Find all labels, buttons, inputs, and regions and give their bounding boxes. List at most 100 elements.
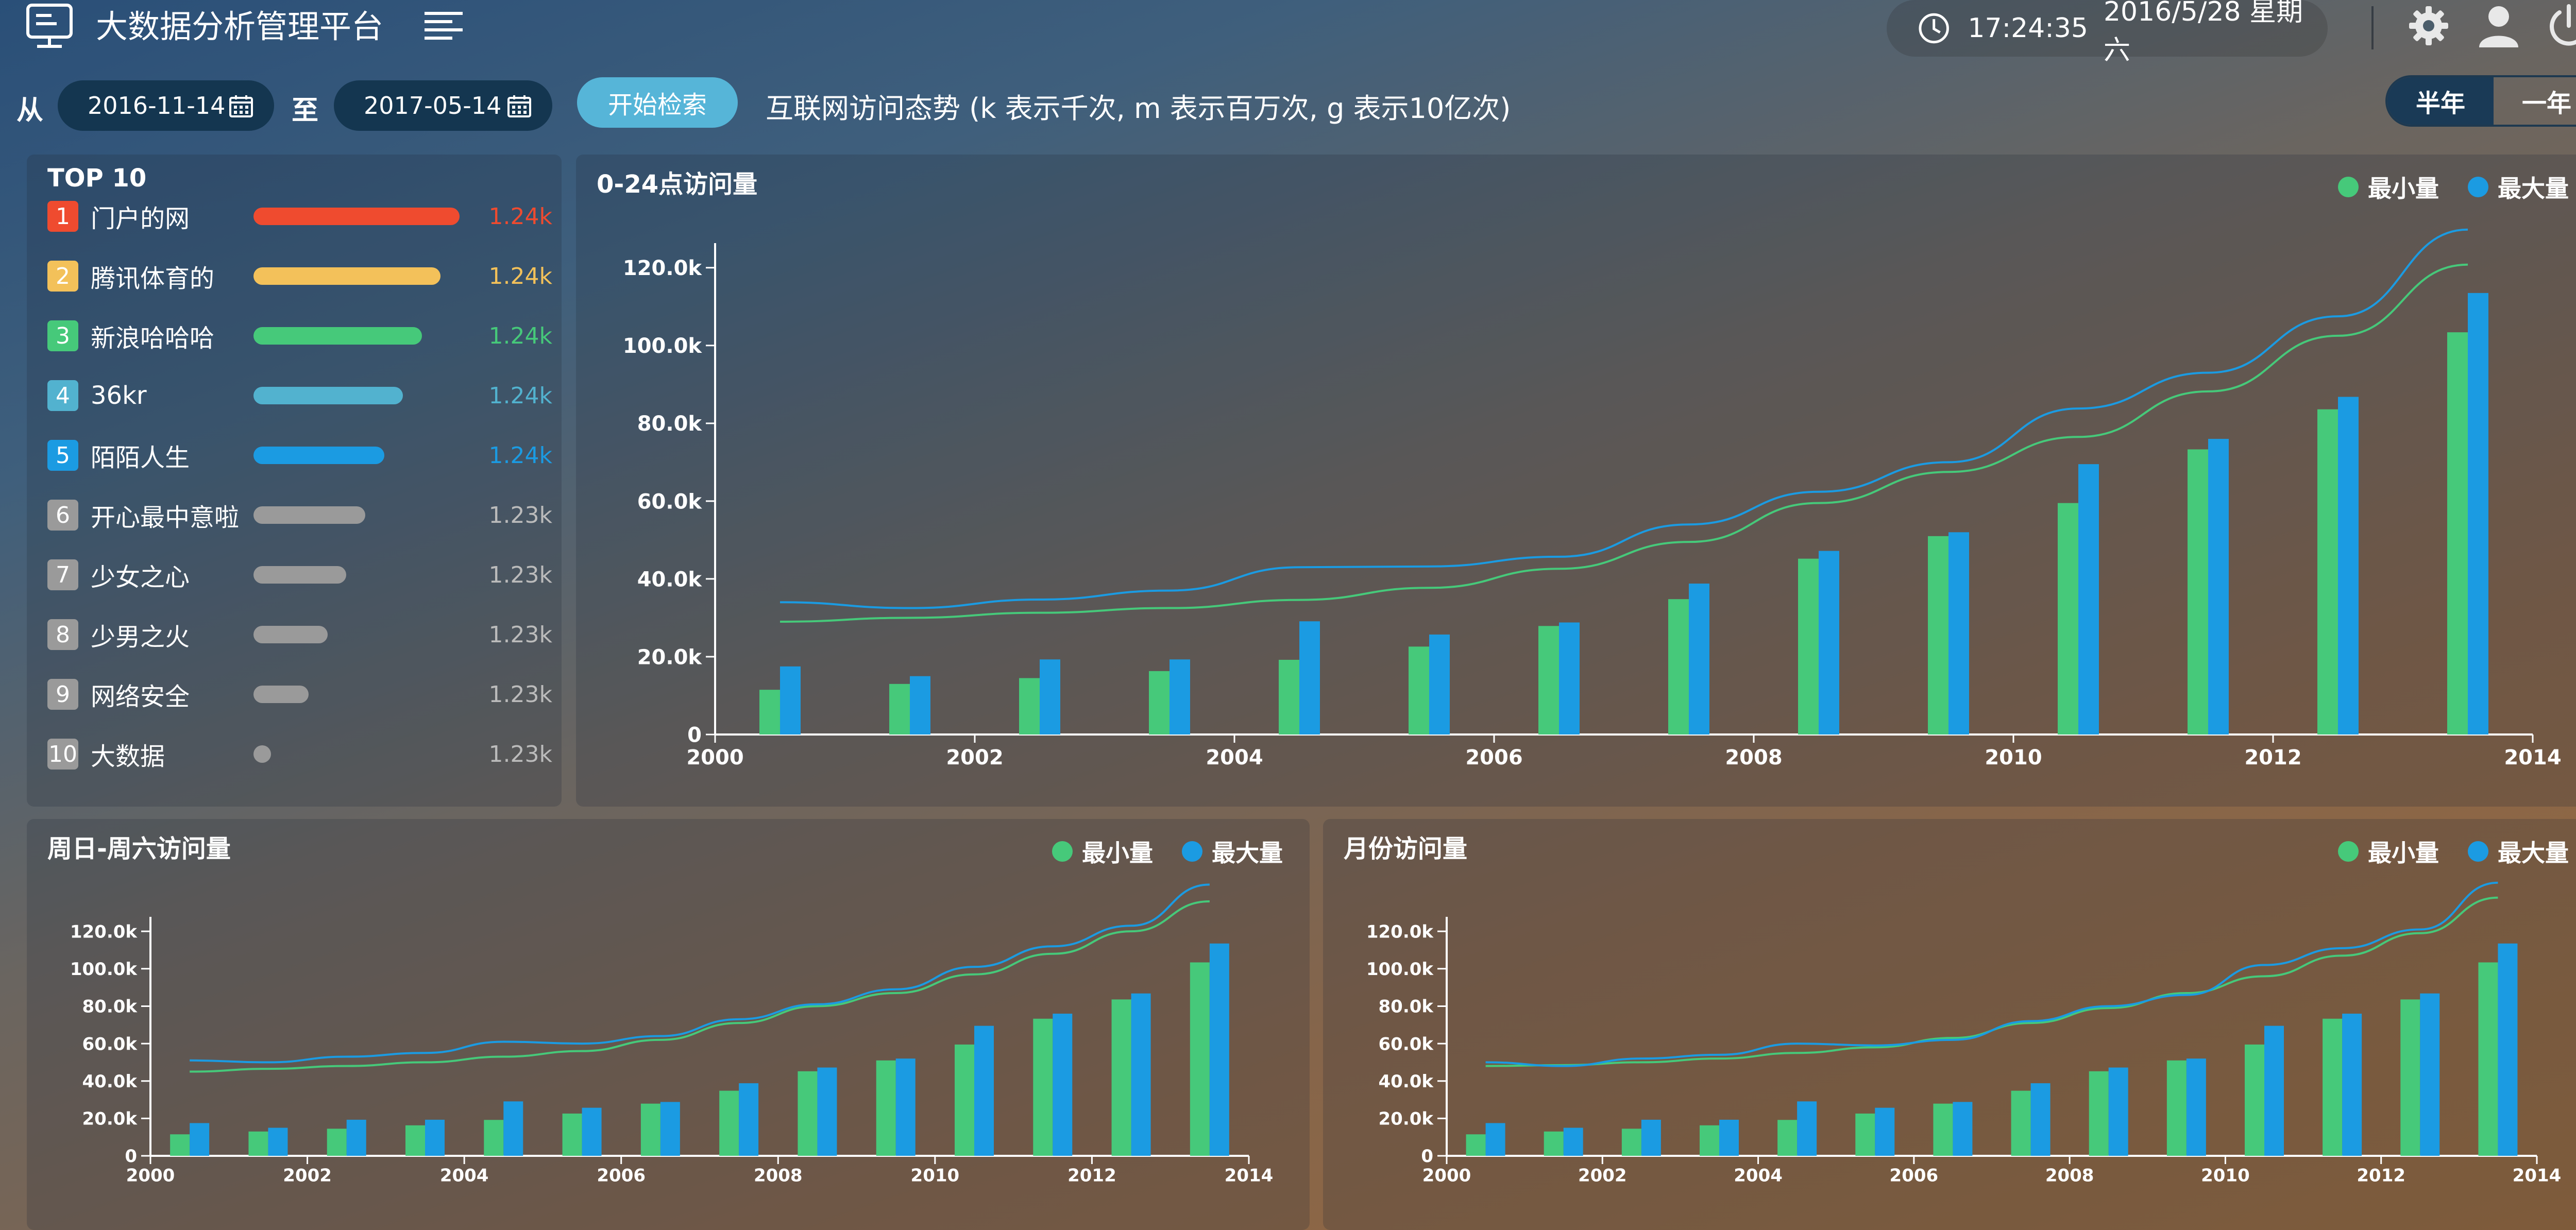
top10-row[interactable]: 9 网络安全 1.23k <box>47 678 552 711</box>
gear-icon[interactable] <box>2406 3 2451 48</box>
top10-row[interactable]: 6 开心最中意啦 1.23k <box>47 499 552 532</box>
bar-max[interactable] <box>2186 1058 2206 1156</box>
bar-min[interactable] <box>2400 999 2420 1156</box>
bar-min[interactable] <box>1466 1134 1486 1156</box>
bar-min[interactable] <box>170 1134 190 1156</box>
bar-min[interactable] <box>405 1125 425 1156</box>
bar-min[interactable] <box>1933 1103 1953 1156</box>
bar-max[interactable] <box>1689 583 1709 734</box>
bar-max[interactable] <box>1170 659 1190 734</box>
bar-max[interactable] <box>1131 993 1151 1156</box>
range-one-year-button[interactable]: 一年 <box>2521 89 2571 118</box>
bar-max[interactable] <box>425 1119 445 1156</box>
bar-min[interactable] <box>1621 1129 1641 1156</box>
bar-max[interactable] <box>1797 1101 1817 1156</box>
power-icon[interactable] <box>2546 3 2576 48</box>
bar-min[interactable] <box>562 1113 582 1156</box>
bar-min[interactable] <box>798 1071 818 1156</box>
top10-row[interactable]: 5 陌陌人生 1.24k <box>47 439 552 472</box>
hamburger-menu-icon[interactable] <box>423 9 464 43</box>
bar-min[interactable] <box>1668 599 1689 734</box>
line-max[interactable] <box>1485 881 2498 1067</box>
bar-max[interactable] <box>2342 1013 2362 1156</box>
bar-max[interactable] <box>1429 634 1450 734</box>
bar-min[interactable] <box>484 1120 504 1156</box>
bar-min[interactable] <box>248 1131 268 1156</box>
bar-min[interactable] <box>1777 1120 1798 1156</box>
bar-min[interactable] <box>1019 678 1040 734</box>
bar-min[interactable] <box>2245 1044 2264 1156</box>
bar-min[interactable] <box>1798 558 1819 734</box>
bar-max[interactable] <box>1819 551 1839 734</box>
bar-max[interactable] <box>2208 439 2229 734</box>
bar-max[interactable] <box>190 1123 210 1156</box>
bar-min[interactable] <box>1544 1131 1564 1156</box>
bar-min[interactable] <box>2447 332 2468 734</box>
range-half-year-button[interactable]: 半年 <box>2387 77 2494 125</box>
line-max[interactable] <box>779 228 2468 609</box>
bar-max[interactable] <box>1641 1119 1661 1156</box>
bar-max[interactable] <box>1563 1128 1583 1156</box>
line-min[interactable] <box>779 263 2468 623</box>
top10-row[interactable]: 1 门户的网 1.24k <box>47 200 552 233</box>
bar-min[interactable] <box>876 1060 896 1156</box>
bar-max[interactable] <box>2338 397 2359 734</box>
start-date-input[interactable]: 2016-11-14 <box>58 80 274 131</box>
bar-min[interactable] <box>2317 409 2338 734</box>
top10-row[interactable]: 7 少女之心 1.23k <box>47 558 552 592</box>
bar-max[interactable] <box>2108 1067 2128 1156</box>
bar-max[interactable] <box>1209 943 1229 1156</box>
bar-max[interactable] <box>1953 1102 1973 1156</box>
bar-max[interactable] <box>739 1083 759 1156</box>
bar-max[interactable] <box>582 1107 602 1156</box>
bar-min[interactable] <box>2478 962 2498 1156</box>
bar-max[interactable] <box>2420 993 2440 1156</box>
bar-min[interactable] <box>2188 449 2208 734</box>
bar-min[interactable] <box>1855 1113 1875 1156</box>
end-date-input[interactable]: 2017-05-14 <box>334 80 552 131</box>
bar-max[interactable] <box>2498 943 2518 1156</box>
legend-max-label[interactable]: 最大量 <box>2498 839 2569 867</box>
bar-max[interactable] <box>1875 1107 1895 1156</box>
bar-max[interactable] <box>1040 659 1060 734</box>
legend-min-label[interactable]: 最小量 <box>2368 839 2439 867</box>
legend-min-label[interactable]: 最小量 <box>2368 175 2439 202</box>
bar-max[interactable] <box>1559 622 1580 734</box>
line-min[interactable] <box>1485 896 2498 1067</box>
legend-max-label[interactable]: 最大量 <box>1212 839 1283 867</box>
bar-min[interactable] <box>2166 1060 2187 1156</box>
bar-min[interactable] <box>640 1103 660 1156</box>
line-min[interactable] <box>190 900 1210 1073</box>
bar-min[interactable] <box>1111 999 1131 1156</box>
bar-max[interactable] <box>2030 1083 2050 1156</box>
bar-max[interactable] <box>1053 1013 1073 1156</box>
bar-min[interactable] <box>1190 962 1210 1156</box>
bar-min[interactable] <box>1538 626 1559 734</box>
bar-max[interactable] <box>974 1026 994 1156</box>
line-max[interactable] <box>190 883 1210 1064</box>
bar-max[interactable] <box>895 1058 916 1156</box>
bar-min[interactable] <box>889 684 910 734</box>
top10-row[interactable]: 2 腾讯体育的 1.24k <box>47 260 552 293</box>
top10-row[interactable]: 8 少男之火 1.23k <box>47 618 552 652</box>
top10-row[interactable]: 10 大数据 1.23k <box>47 738 552 771</box>
bar-max[interactable] <box>503 1101 523 1156</box>
bar-min[interactable] <box>1279 660 1299 734</box>
legend-min-label[interactable]: 最小量 <box>1082 839 1153 867</box>
top10-row[interactable]: 4 36kr 1.24k <box>47 379 552 412</box>
bar-max[interactable] <box>2078 464 2099 734</box>
bar-max[interactable] <box>1719 1119 1739 1156</box>
legend-max-label[interactable]: 最大量 <box>2498 175 2569 202</box>
bar-min[interactable] <box>759 690 780 734</box>
bar-min[interactable] <box>1928 536 1948 734</box>
bar-max[interactable] <box>1948 532 1969 734</box>
bar-min[interactable] <box>1700 1125 1719 1156</box>
bar-max[interactable] <box>1299 621 1320 734</box>
top10-row[interactable]: 3 新浪哈哈哈 1.24k <box>47 319 552 353</box>
bar-min[interactable] <box>2011 1090 2031 1156</box>
bar-min[interactable] <box>719 1090 739 1156</box>
bar-max[interactable] <box>2264 1026 2284 1156</box>
bar-max[interactable] <box>1485 1123 1505 1156</box>
bar-min[interactable] <box>2058 503 2078 734</box>
bar-min[interactable] <box>1033 1018 1053 1156</box>
